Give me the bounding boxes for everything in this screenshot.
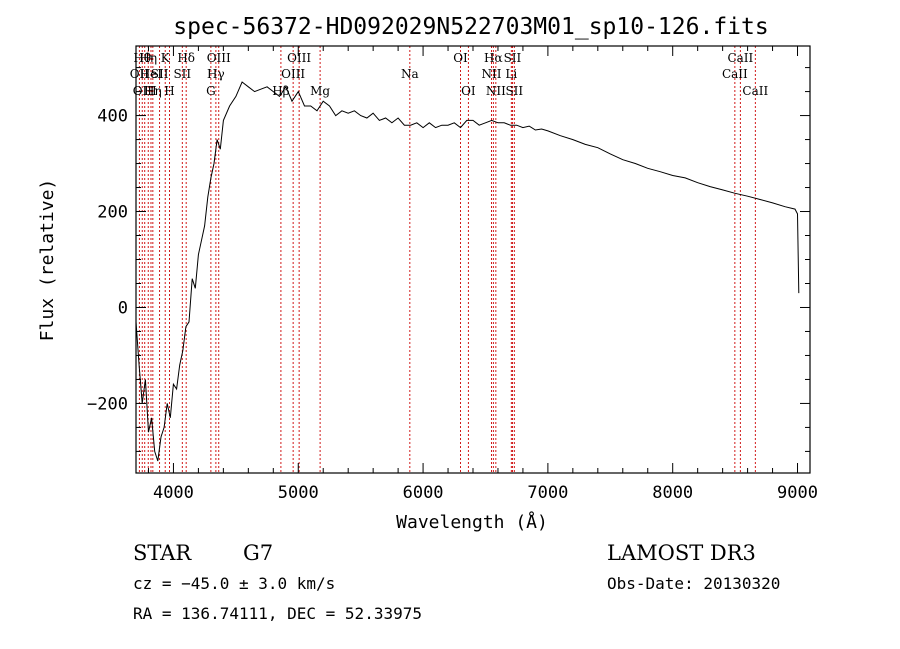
- y-tick-label: 400: [97, 107, 128, 127]
- emission-line-label: NII: [481, 67, 501, 81]
- x-tick-label: 4000: [153, 483, 194, 503]
- emission-line-label: SII: [504, 51, 522, 65]
- emission-line-label: Na: [401, 67, 419, 81]
- survey-name: LAMOST DR3: [607, 541, 756, 565]
- emission-line-label: Hθ: [133, 51, 151, 65]
- emission-line-label: Hη: [139, 51, 157, 65]
- emission-line-label: CaII: [727, 51, 753, 65]
- y-tick-label: 200: [97, 203, 128, 223]
- x-tick-label: 8000: [652, 483, 693, 503]
- emission-line-label: K: [161, 51, 171, 65]
- emission-line-label: H: [164, 84, 174, 98]
- emission-line-label: SII: [505, 84, 523, 98]
- emission-line-label: Mg: [310, 84, 330, 98]
- emission-line-label: CaII: [742, 84, 768, 98]
- emission-line-label: OIII: [133, 84, 157, 98]
- emission-line-label: Hα: [484, 51, 503, 65]
- y-tick-label: 0: [118, 298, 128, 318]
- plot-frame: [135, 45, 811, 474]
- coordinates: RA = 136.74111, DEC = 52.33975: [133, 604, 422, 623]
- emission-line-label: SII: [151, 67, 169, 81]
- emission-line-label: CaII: [722, 67, 748, 81]
- emission-line-label: OIII: [287, 51, 311, 65]
- x-tick-label: 5000: [278, 483, 319, 503]
- observation-date: Obs-Date: 20130320: [607, 574, 780, 593]
- emission-line-label: NII: [486, 84, 506, 98]
- emission-line-label: Hγ: [207, 67, 225, 81]
- chart-title: spec-56372-HD092029N522703M01_sp10-126.f…: [173, 14, 768, 40]
- y-axis-ticks: −200 0 200 400: [87, 67, 810, 452]
- spectrum-line: [135, 81, 800, 462]
- emission-line-label: Hβ: [272, 84, 289, 98]
- x-tick-label: 7000: [527, 483, 568, 503]
- x-tick-label: 9000: [777, 483, 818, 503]
- object-type: STAR: [133, 541, 192, 565]
- y-axis-label: Flux (relative): [37, 179, 58, 342]
- y-tick-label: −200: [87, 394, 128, 414]
- x-axis-label: Wavelength (Å): [396, 511, 548, 533]
- emission-line-label: SII: [173, 67, 191, 81]
- emission-line-label: Hδ: [177, 51, 195, 65]
- emission-line-label: Li: [505, 67, 517, 81]
- emission-line-label: OI: [453, 51, 468, 65]
- emission-line-label: OIII: [207, 51, 231, 65]
- emission-line-label: OII: [130, 67, 150, 81]
- emission-line-labels: OIIHθOIIIHηHeIHηSIIKHSIIHδGHγOIIIHβOIIIO…: [130, 51, 769, 98]
- emission-line-label: Hη: [144, 84, 162, 98]
- redshift-velocity: cz = −45.0 ± 3.0 km/s: [133, 574, 335, 593]
- x-tick-label: 6000: [403, 483, 444, 503]
- emission-line-label: HeI: [140, 67, 163, 81]
- spectral-subclass: G7: [243, 541, 273, 565]
- emission-line-label: G: [206, 84, 216, 98]
- x-axis-ticks: 4000 5000 6000 7000 8000 9000: [147, 46, 818, 503]
- emission-line-label: OI: [461, 84, 476, 98]
- emission-line-label: OIII: [281, 67, 305, 81]
- emission-line-markers: [138, 46, 756, 473]
